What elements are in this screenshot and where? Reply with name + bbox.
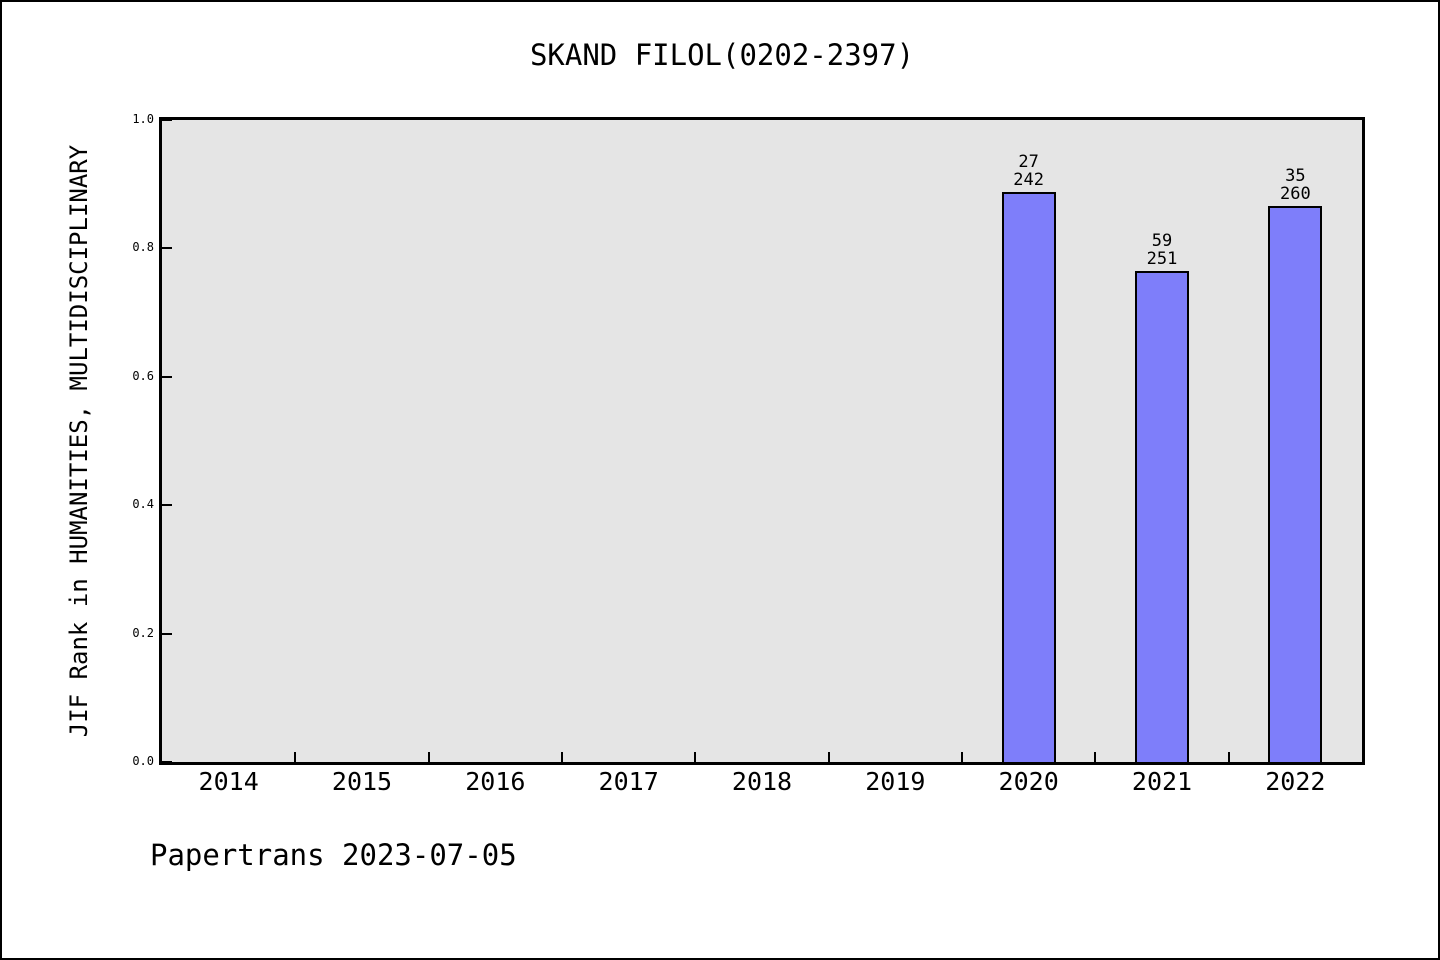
- bar-label: 59 251: [1146, 231, 1178, 269]
- y-tick-label: 0.0: [132, 754, 154, 768]
- x-tick-label: 2021: [1131, 767, 1193, 796]
- x-tick-mark: [961, 752, 963, 762]
- y-tick-label: 0.4: [132, 497, 154, 512]
- x-tick-label: 2014: [198, 767, 259, 796]
- chart-title: SKAND FILOL(0202-2397): [529, 38, 915, 72]
- x-tick-label: 2016: [465, 767, 526, 796]
- x-tick-label: 2017: [598, 767, 659, 796]
- x-tick-mark: [1094, 752, 1097, 762]
- y-tick-mark: [162, 375, 172, 378]
- y-tick-label: 1.0: [132, 112, 154, 126]
- x-tick-mark: [827, 752, 830, 762]
- x-tick-mark: [561, 752, 563, 762]
- y-tick-mark: [162, 504, 172, 507]
- x-tick-label: 2015: [331, 767, 393, 796]
- y-tick-label: 0.2: [132, 625, 154, 640]
- x-tick-label: 2018: [731, 767, 793, 796]
- x-tick-label: 2020: [998, 767, 1059, 796]
- x-tick-label: 2019: [865, 767, 926, 796]
- y-tick-mark: [162, 632, 172, 635]
- x-tick-label: 2022: [1265, 767, 1326, 796]
- y-axis-label: JIF Rank in HUMANITIES, MULTIDISCIPLINAR…: [65, 144, 93, 738]
- bar: [1268, 206, 1323, 762]
- bar: [1001, 192, 1056, 762]
- bar-label: 35 260: [1279, 166, 1311, 204]
- x-tick-mark: [1227, 752, 1230, 762]
- footer-text: Papertrans 2023-07-05: [150, 838, 517, 872]
- bar: [1135, 271, 1189, 762]
- y-tick-label: 0.8: [132, 240, 154, 255]
- y-tick-mark: [162, 761, 172, 763]
- y-tick-label: 0.6: [132, 368, 154, 383]
- x-tick-mark: [694, 752, 697, 762]
- x-tick-mark: [294, 752, 297, 762]
- bar-label: 27 242: [1013, 152, 1045, 190]
- y-tick-mark: [162, 247, 172, 250]
- y-tick-mark: [162, 119, 172, 121]
- x-tick-mark: [427, 752, 430, 762]
